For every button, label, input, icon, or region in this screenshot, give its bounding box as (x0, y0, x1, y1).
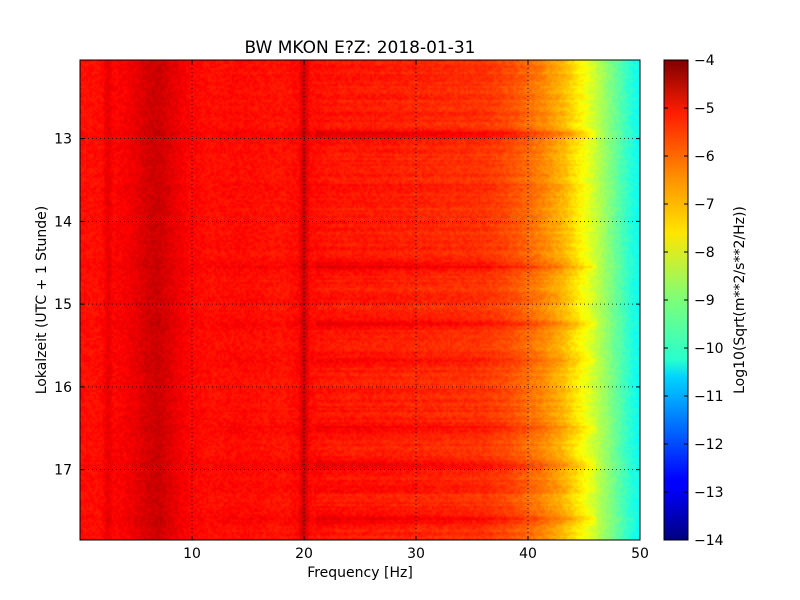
colorbar-tick-label: −12 (694, 437, 724, 453)
plot-frame (79, 59, 641, 541)
colorbar-tick-label: −8 (694, 245, 715, 261)
colorbar: −4 −5 −6 −7 −8 −9 −10 −11 −12 −13 −14 (663, 53, 724, 549)
x-axis-ticks: 10 20 30 40 50 (183, 60, 649, 562)
plot-area: 10 20 30 40 50 13 14 15 16 17 (54, 59, 649, 562)
y-tick-label: 15 (54, 297, 72, 313)
chart-title: BW MKON E?Z: 2018-01-31 (245, 38, 476, 58)
colorbar-tick-label: −5 (694, 101, 715, 117)
x-tick-label: 30 (407, 546, 425, 562)
colorbar-tick-label: −7 (694, 197, 715, 213)
colorbar-tick-label: −10 (694, 341, 724, 357)
x-tick-label: 50 (631, 546, 649, 562)
colorbar-ticks: −4 −5 −6 −7 −8 −9 −10 −11 −12 −13 −14 (664, 53, 724, 549)
y-tick-label: 17 (54, 463, 72, 479)
colorbar-tick-label: −4 (694, 53, 715, 69)
y-tick-label: 14 (54, 214, 72, 230)
colorbar-tick-label: −11 (694, 389, 724, 405)
y-tick-label: 13 (54, 132, 72, 148)
colorbar-label: Log10(Sqrt(m**2/s**2/Hz)) (732, 206, 748, 394)
colorbar-tick-label: −14 (694, 533, 724, 549)
colorbar-tick-label: −9 (694, 293, 715, 309)
x-tick-label: 20 (295, 546, 313, 562)
grid-lines (80, 60, 640, 540)
y-axis-label: Lokalzeit (UTC + 1 Stunde) (34, 206, 50, 395)
colorbar-tick-label: −6 (694, 149, 715, 165)
colorbar-tick-label: −13 (694, 485, 724, 501)
x-tick-label: 10 (183, 546, 201, 562)
spectrogram-heatmap (80, 60, 640, 540)
y-tick-label: 16 (54, 380, 72, 396)
x-tick-label: 40 (519, 546, 537, 562)
y-axis-ticks: 13 14 15 16 17 (54, 132, 640, 479)
x-axis-label: Frequency [Hz] (307, 565, 413, 581)
